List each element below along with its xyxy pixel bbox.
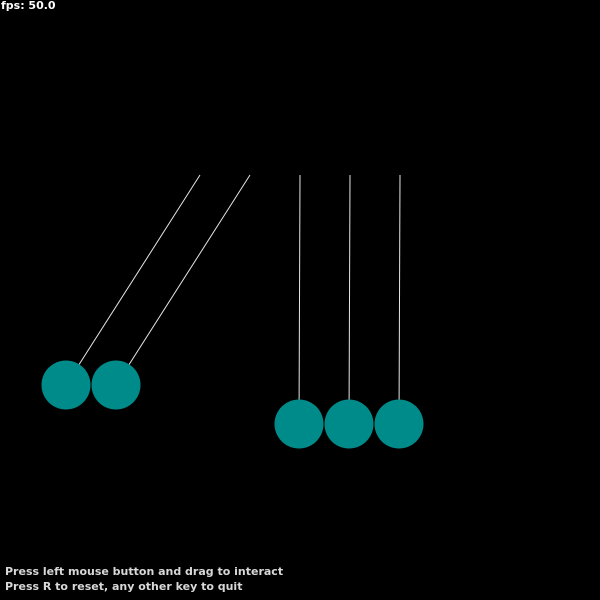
string-2 xyxy=(115,174,251,386)
pendulum-ball-3[interactable] xyxy=(274,399,324,449)
string-3 xyxy=(298,174,301,425)
instruction-reset: Press R to reset, any other key to quit xyxy=(5,580,243,593)
pendulum-ball-4[interactable] xyxy=(324,399,374,449)
string-4 xyxy=(348,174,351,425)
fps-counter: fps: 50.0 xyxy=(1,0,56,12)
pendulum-ball-5[interactable] xyxy=(374,399,424,449)
instruction-drag: Press left mouse button and drag to inte… xyxy=(5,565,284,578)
string-1 xyxy=(65,174,201,386)
pendulum-ball-2[interactable] xyxy=(91,360,141,410)
pendulum-ball-1[interactable] xyxy=(41,360,91,410)
string-5 xyxy=(398,174,401,425)
instructions-panel: Press left mouse button and drag to inte… xyxy=(5,564,595,594)
